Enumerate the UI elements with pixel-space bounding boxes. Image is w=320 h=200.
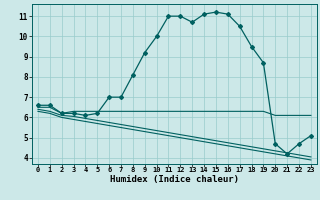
X-axis label: Humidex (Indice chaleur): Humidex (Indice chaleur)	[110, 175, 239, 184]
